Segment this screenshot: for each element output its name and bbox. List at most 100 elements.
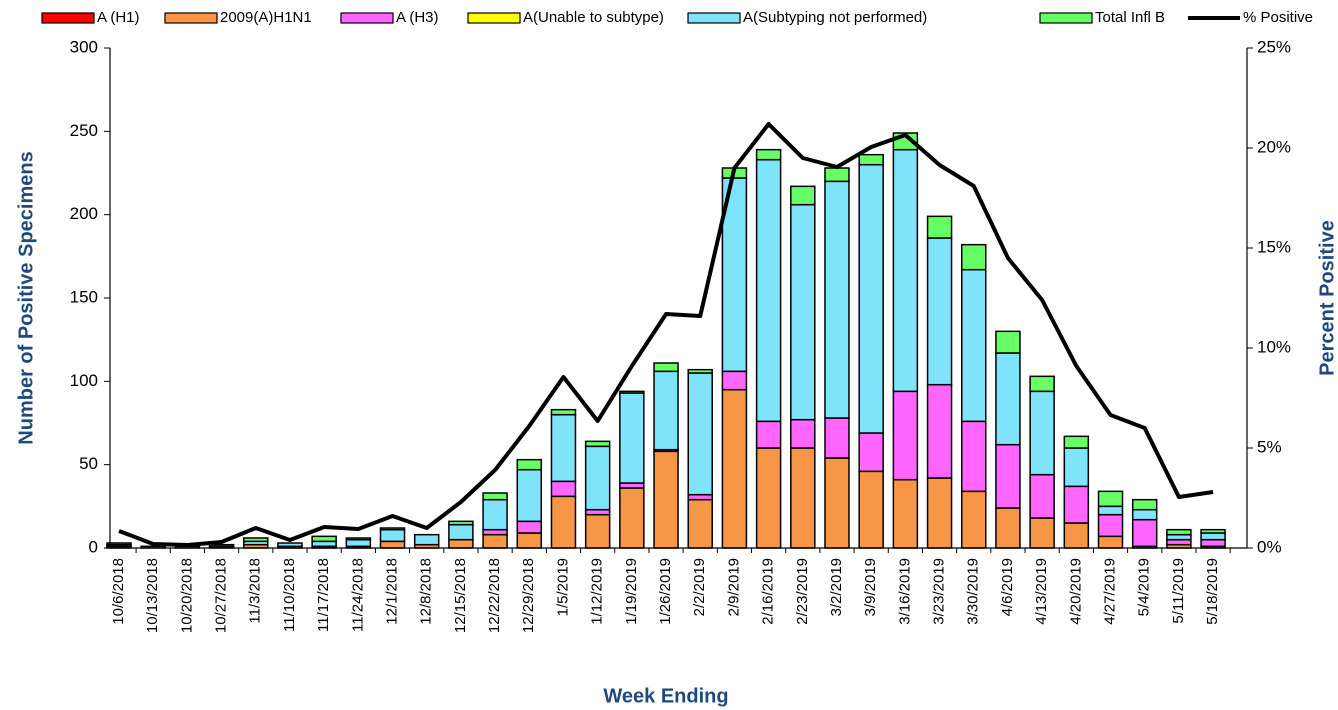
y-tick-label: 250 xyxy=(70,121,98,140)
legend-label: A (H1) xyxy=(97,9,140,26)
x-tick-label: 11/10/2018 xyxy=(281,558,298,632)
bar-segment xyxy=(345,537,372,541)
bar-segment xyxy=(1097,535,1124,549)
x-tick-label: 3/30/2019 xyxy=(965,558,982,625)
bar-segment xyxy=(379,527,406,531)
legend-label: % Positive xyxy=(1243,9,1313,26)
bar-segment xyxy=(892,148,919,393)
bar-segment xyxy=(516,458,543,471)
bar-segment xyxy=(755,158,782,423)
legend-swatch xyxy=(340,12,394,24)
bar-segment xyxy=(345,538,372,548)
x-tick-label: 2/23/2019 xyxy=(794,558,811,625)
x-tick-label: 11/24/2018 xyxy=(349,558,366,632)
legend-label: 2009(A)H1N1 xyxy=(220,9,312,26)
bar-segment xyxy=(550,408,577,416)
x-tick-label: 12/29/2018 xyxy=(520,558,537,633)
x-tick-label: 10/27/2018 xyxy=(213,558,230,633)
bar-segment xyxy=(961,268,987,423)
bar-segment xyxy=(208,543,235,548)
bar-segment xyxy=(482,498,508,531)
bar-segment xyxy=(1029,390,1055,476)
x-tick-label: 11/3/2018 xyxy=(247,558,264,624)
x-tick-label: 4/13/2019 xyxy=(1033,558,1050,625)
x-tick-label: 12/1/2018 xyxy=(383,558,400,625)
bar-segment xyxy=(790,203,816,421)
bar-segment xyxy=(755,420,782,449)
x-tick-label: 2/16/2019 xyxy=(760,558,777,625)
bar-segment xyxy=(1063,522,1090,549)
bar-segment xyxy=(516,468,543,523)
bar-segment xyxy=(926,477,953,549)
bar-segment xyxy=(1131,518,1158,548)
y2-tick-label: 10% xyxy=(1257,337,1291,356)
x-tick-label: 4/20/2019 xyxy=(1067,558,1084,625)
bar-segment xyxy=(824,180,850,419)
bar-segment xyxy=(1029,375,1055,393)
x-tick-label: 5/11/2019 xyxy=(1170,558,1187,624)
bar-segment xyxy=(721,370,748,391)
x-tick-label: 12/8/2018 xyxy=(418,558,435,625)
bar-segment xyxy=(619,487,645,549)
bar-segment xyxy=(721,388,748,549)
x-tick-label: 12/22/2018 xyxy=(486,558,503,633)
bar-segment xyxy=(550,413,577,483)
bar-segment xyxy=(516,520,543,534)
x-tick-label: 2/9/2019 xyxy=(725,558,742,616)
legend-label: A(Subtyping not performed) xyxy=(743,9,927,26)
bar-segment xyxy=(653,450,679,549)
bar-segment xyxy=(1131,498,1158,511)
bar-segment xyxy=(790,185,816,206)
legend-swatch xyxy=(41,12,95,24)
y-tick-label: 150 xyxy=(70,287,98,306)
bar-segment xyxy=(824,167,850,183)
bar-segment xyxy=(790,447,816,549)
bar-segment xyxy=(926,237,953,386)
bar-segment xyxy=(995,507,1021,549)
bar-segment xyxy=(106,542,132,546)
bar-segment xyxy=(1097,490,1124,508)
x-tick-label: 1/5/2019 xyxy=(554,558,571,616)
bar-segment xyxy=(619,390,645,394)
y-tick-label: 200 xyxy=(70,204,98,223)
bar-segment xyxy=(1063,447,1090,488)
bar-segment xyxy=(482,492,508,501)
bar-segment xyxy=(858,153,884,166)
x-tick-label: 3/2/2019 xyxy=(828,558,845,616)
legend-swatch xyxy=(1039,12,1093,24)
x-tick-label: 1/12/2019 xyxy=(589,558,606,625)
x-tick-label: 10/13/2018 xyxy=(144,558,161,633)
bar-segment xyxy=(277,542,303,548)
bar-segment xyxy=(961,490,987,549)
x-tick-label: 1/26/2019 xyxy=(657,558,674,625)
bar-segment xyxy=(584,440,611,448)
bar-segment xyxy=(584,445,611,511)
bar-segment xyxy=(243,537,269,543)
bar-segment xyxy=(448,523,474,541)
bar-segment xyxy=(1200,528,1226,534)
bar-segment xyxy=(619,392,645,484)
bar-segment xyxy=(311,535,337,543)
bar-segment xyxy=(892,390,919,481)
x-tick-label: 12/15/2018 xyxy=(452,558,469,633)
x-tick-label: 10/6/2018 xyxy=(110,558,127,625)
y-tick-label: 100 xyxy=(70,371,98,390)
legend-label: A (H3) xyxy=(396,9,439,26)
x-axis-title: Week Ending xyxy=(603,685,728,707)
bar-segment xyxy=(1063,485,1090,524)
bar-segment xyxy=(824,457,850,549)
y2-tick-label: 5% xyxy=(1257,437,1282,456)
bar-segment xyxy=(516,532,543,549)
bar-segment xyxy=(482,533,508,549)
bar-segment xyxy=(448,538,474,549)
bar-segment xyxy=(961,420,987,493)
bar-segment xyxy=(995,330,1021,354)
bar-segment xyxy=(995,352,1021,446)
bar-segment xyxy=(858,163,884,434)
bar-segment xyxy=(755,148,782,161)
bar-segment xyxy=(1166,528,1192,536)
x-tick-label: 4/27/2019 xyxy=(1101,558,1118,625)
bar-segment xyxy=(379,528,406,543)
line-series xyxy=(118,122,1214,547)
